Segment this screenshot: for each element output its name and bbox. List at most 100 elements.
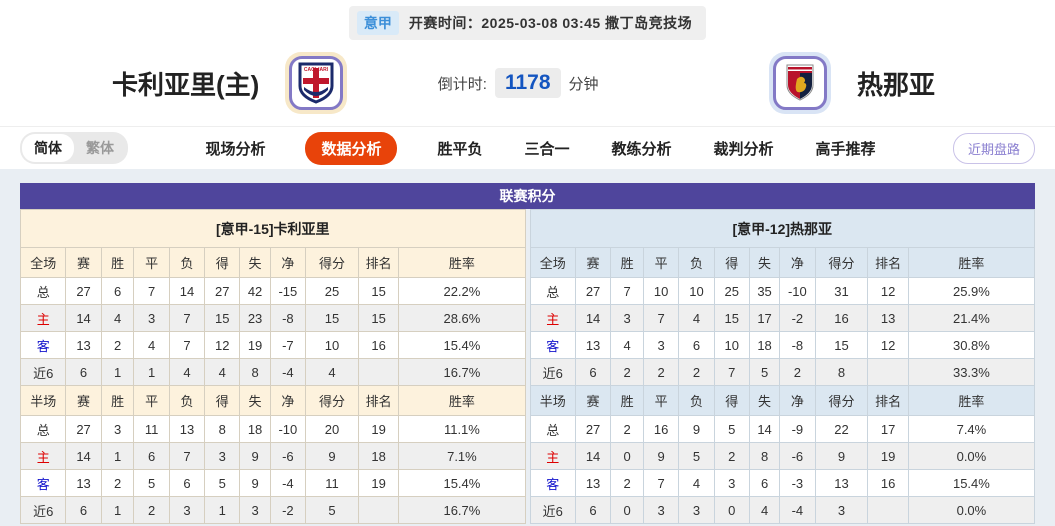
column-header: 胜率 xyxy=(907,385,1036,416)
table-cell: 10 xyxy=(642,277,680,305)
top-info-bar: 意甲 开赛时间：2025-03-08 03:45 撒丁岛竞技场 xyxy=(0,0,1055,40)
column-header: 净 xyxy=(779,385,816,416)
table-cell: 3 xyxy=(642,331,680,359)
table-cell: 9 xyxy=(239,469,271,497)
table-cell: 16 xyxy=(357,331,400,359)
table-cell: 2 xyxy=(100,331,135,359)
table-row: 总 27 6 7 14 27 42 -15 25 15 22.2% xyxy=(19,277,526,305)
table-cell: 12 xyxy=(867,277,909,305)
countdown: 倒计时: 1178 分钟 xyxy=(387,68,649,98)
table-cell: 4 xyxy=(748,496,781,524)
table-row: 客 13 2 5 6 5 9 -4 11 19 15.4% xyxy=(19,469,526,497)
row-label: 总 xyxy=(529,415,576,443)
table-cell: 8 xyxy=(748,442,781,470)
column-header: 全场 xyxy=(19,247,67,278)
table-row: 近6 6 1 1 4 4 8 -4 4 16.7% xyxy=(19,358,526,386)
table-cell: 15 xyxy=(713,304,750,332)
lang-traditional-button[interactable]: 繁体 xyxy=(86,140,114,156)
column-header: 失 xyxy=(239,247,271,278)
away-team-name: 热那亚 xyxy=(856,69,935,100)
kickoff-info: 开赛时间：2025-03-08 03:45 撒丁岛竞技场 xyxy=(408,15,693,31)
table-cell: 1 xyxy=(100,358,135,386)
table-cell: 2 xyxy=(779,358,816,386)
tab-2[interactable]: 胜平负 xyxy=(437,140,483,158)
table-cell: 12 xyxy=(204,331,241,359)
column-header: 失 xyxy=(748,385,781,416)
row-label: 主 xyxy=(19,442,67,470)
table-cell: 9 xyxy=(678,415,715,443)
row-label: 主 xyxy=(19,304,67,332)
table-cell: 3 xyxy=(168,496,206,524)
table-cell: 23 xyxy=(239,304,271,332)
table-cell: 9 xyxy=(239,442,271,470)
table-cell: 9 xyxy=(305,442,359,470)
row-label: 客 xyxy=(19,469,67,497)
away-standings: [意甲-12]热那亚 全场赛胜平负得失净得分 排名 胜率总 27 7 10 10 25 35 -10… xyxy=(529,209,1036,524)
table-cell: 2 xyxy=(713,442,750,470)
table-cell: 4 xyxy=(133,331,170,359)
row-label: 总 xyxy=(19,277,67,305)
table-cell: 2 xyxy=(133,496,170,524)
table-cell: 19 xyxy=(357,469,400,497)
table-cell: 15.4% xyxy=(907,469,1036,497)
column-header: 负 xyxy=(168,385,206,416)
tab-0[interactable]: 现场分析 xyxy=(205,140,266,158)
table-cell: 16.7% xyxy=(398,496,526,524)
table-cell: 2 xyxy=(610,469,644,497)
table-cell: 30.8% xyxy=(907,331,1036,359)
table-cell xyxy=(867,358,909,386)
table-cell: 14 xyxy=(168,277,206,305)
tab-3[interactable]: 三合一 xyxy=(524,140,570,158)
table-cell: 2 xyxy=(678,358,715,386)
match-header: 卡利亚里(主) CAGLIARI 倒计时: 1178 分钟 xyxy=(0,40,1055,126)
table-cell: 28.6% xyxy=(398,304,526,332)
column-header: 平 xyxy=(642,247,680,278)
home-team-name: 卡利亚里(主) xyxy=(112,69,260,100)
lang-simplified-button[interactable]: 简体 xyxy=(22,134,74,162)
column-header: 得分 xyxy=(814,247,869,278)
league-standings-panel: 联赛积分 [意甲-15]卡利亚里 全场赛胜平负得失净得分 排名 胜率总 27 6 7 14 27… xyxy=(19,183,1036,524)
table-cell: 13 xyxy=(574,469,612,497)
league-badge[interactable]: 意甲 xyxy=(356,11,399,35)
column-header: 胜 xyxy=(100,247,135,278)
tab-5[interactable]: 裁判分析 xyxy=(713,140,774,158)
tab-1[interactable]: 数据分析 xyxy=(305,131,398,165)
nav-bar: 简体 繁体 现场分析 数据分析 胜平负 三合一 教练分析 裁判分析 高手推荐 近期盘路 xyxy=(0,126,1055,169)
content-area: 联赛积分 [意甲-15]卡利亚里 全场赛胜平负得失净得分 排名 胜率总 27 6 7 14 27… xyxy=(0,169,1055,526)
table-cell: 3 xyxy=(814,496,869,524)
table-cell: -10 xyxy=(779,277,816,305)
home-team-header: [意甲-15]卡利亚里 xyxy=(20,209,526,248)
table-cell: 7 xyxy=(168,304,206,332)
table-cell: 7 xyxy=(610,277,644,305)
panel-title: 联赛积分 xyxy=(20,183,1035,209)
table-cell: 4 xyxy=(100,304,135,332)
column-header: 排名 xyxy=(867,247,909,278)
table-cell: 10 xyxy=(678,277,715,305)
table-cell: 22.2% xyxy=(398,277,526,305)
column-header: 负 xyxy=(168,247,206,278)
row-label: 客 xyxy=(529,469,576,497)
table-cell: 6 xyxy=(168,469,206,497)
column-header: 得分 xyxy=(305,385,359,416)
recent-handicap-link[interactable]: 近期盘路 xyxy=(952,132,1035,164)
table-cell: 14 xyxy=(574,304,612,332)
table-cell xyxy=(357,358,400,386)
table-cell: 6 xyxy=(748,469,781,497)
table-cell: 1 xyxy=(100,496,135,524)
table-cell: 3 xyxy=(642,496,680,524)
table-cell: -2 xyxy=(779,304,816,332)
table-cell: 22 xyxy=(814,415,869,443)
tab-4[interactable]: 教练分析 xyxy=(611,140,672,158)
tab-6[interactable]: 高手推荐 xyxy=(815,140,876,158)
home-standings-table: [意甲-15]卡利亚里 全场赛胜平负得失净得分 排名 胜率总 27 6 7 14 27 42 -15… xyxy=(19,209,526,524)
table-cell: 18 xyxy=(748,331,781,359)
table-cell: 5 xyxy=(305,496,359,524)
table-cell: 27 xyxy=(65,277,102,305)
table-cell: -7 xyxy=(269,331,307,359)
table-cell: 42 xyxy=(239,277,271,305)
table-cell: 15 xyxy=(357,277,400,305)
away-standings-table: [意甲-12]热那亚 全场赛胜平负得失净得分 排名 胜率总 27 7 10 10 25 35 -10… xyxy=(529,209,1036,524)
table-row: 近6 6 0 3 3 0 4 -4 3 0.0% xyxy=(529,496,1036,524)
table-cell: 15 xyxy=(357,304,400,332)
countdown-label: 倒计时: xyxy=(437,75,487,93)
